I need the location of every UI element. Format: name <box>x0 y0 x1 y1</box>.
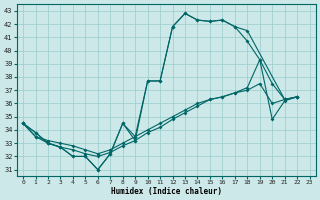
X-axis label: Humidex (Indice chaleur): Humidex (Indice chaleur) <box>111 187 222 196</box>
